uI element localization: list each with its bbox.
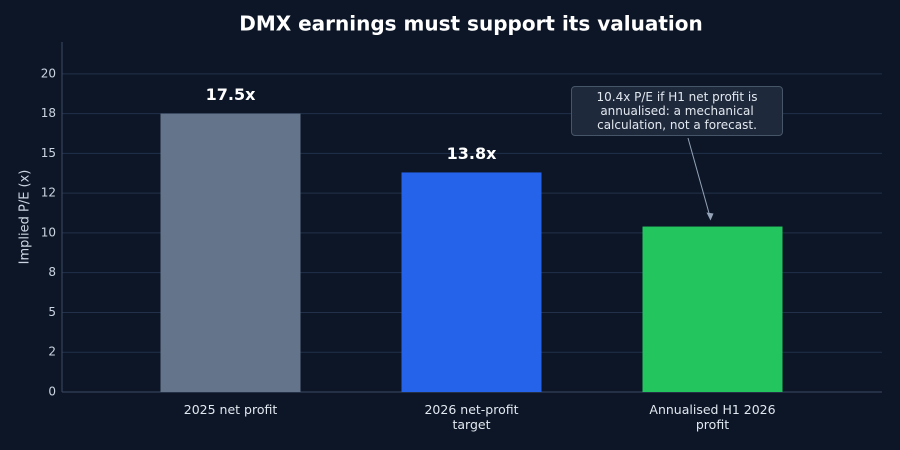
annotation: 10.4x P/E if H1 net profit is annualised… bbox=[571, 86, 783, 136]
annotation-arrow bbox=[687, 137, 711, 219]
chart-title: DMX earnings must support its valuation bbox=[239, 12, 703, 36]
y-tick-label: 5 bbox=[48, 305, 56, 319]
y-tick-label: 2 bbox=[48, 345, 56, 359]
y-tick-label: 20 bbox=[41, 66, 56, 80]
y-tick-label: 8 bbox=[48, 265, 56, 279]
arrow-head bbox=[706, 212, 714, 221]
bar bbox=[401, 172, 542, 392]
value-label: 13.8x bbox=[447, 144, 497, 163]
x-tick-label: 2026 net-profit target bbox=[424, 402, 519, 432]
x-tick-label: Annualised H1 2026 profit bbox=[649, 402, 776, 432]
y-tick-label: 10 bbox=[41, 225, 56, 239]
y-tick-label: 18 bbox=[41, 106, 56, 120]
bar bbox=[160, 113, 301, 392]
value-label: 17.5x bbox=[206, 85, 256, 104]
x-tick-label: 2025 net profit bbox=[183, 402, 278, 417]
y-axis-label: Implied P/E (x) bbox=[18, 170, 33, 265]
y-tick-label: 12 bbox=[41, 186, 56, 200]
y-tick-label: 15 bbox=[41, 146, 56, 160]
bar bbox=[642, 226, 783, 392]
y-tick-label: 0 bbox=[48, 385, 56, 399]
